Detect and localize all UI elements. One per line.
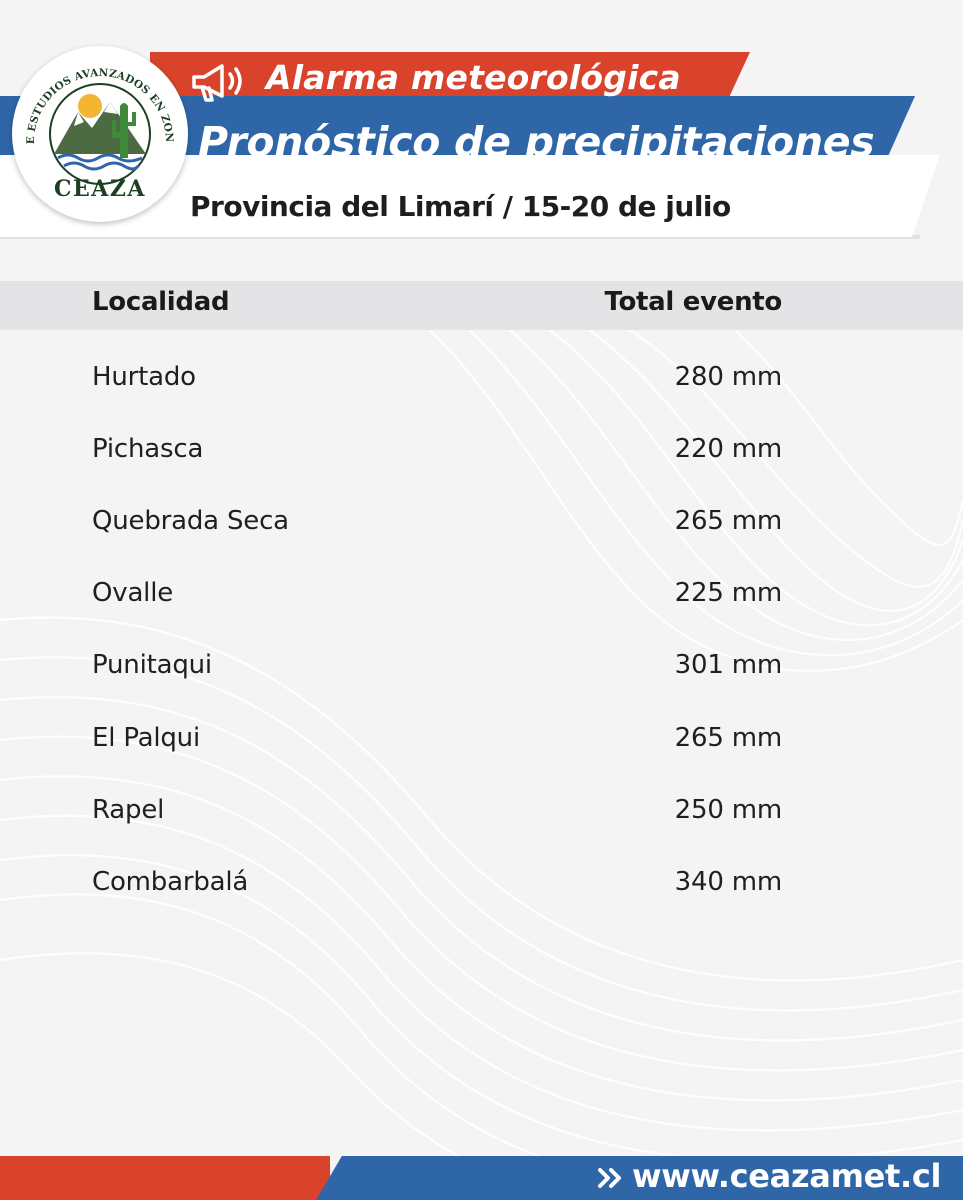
subtitle-banner-shadow bbox=[0, 235, 920, 239]
table-row: Ovalle 225 mm bbox=[0, 578, 963, 618]
ceaza-logo: CENTRO DE ESTUDIOS AVANZADOS EN ZONAS ÁR… bbox=[12, 46, 188, 222]
table-row: Hurtado 280 mm bbox=[0, 362, 963, 402]
alarm-banner bbox=[150, 52, 750, 104]
location-cell: Hurtado bbox=[92, 362, 196, 392]
page-title: Pronóstico de precipitaciones bbox=[198, 118, 875, 166]
footer-blue-bar bbox=[316, 1156, 963, 1200]
footer-red-bar bbox=[0, 1156, 330, 1200]
table-row: El Palqui 265 mm bbox=[0, 723, 963, 763]
total-cell: 250 mm bbox=[674, 795, 783, 825]
column-header-location: Localidad bbox=[92, 287, 230, 317]
double-chevron-right-icon bbox=[598, 1168, 621, 1188]
page-subtitle: Provincia del Limarí / 15-20 de julio bbox=[190, 190, 731, 223]
total-cell: 301 mm bbox=[674, 650, 783, 680]
location-cell: Quebrada Seca bbox=[92, 506, 289, 536]
location-cell: Punitaqui bbox=[92, 650, 212, 680]
table-row: Quebrada Seca 265 mm bbox=[0, 506, 963, 546]
svg-text:CEAZA: CEAZA bbox=[54, 176, 146, 202]
website-link[interactable]: www.ceazamet.cl bbox=[632, 1157, 942, 1195]
total-cell: 280 mm bbox=[674, 362, 783, 392]
location-cell: Combarbalá bbox=[92, 867, 249, 897]
total-cell: 220 mm bbox=[674, 434, 783, 464]
table-row: Combarbalá 340 mm bbox=[0, 867, 963, 907]
column-header-total: Total evento bbox=[604, 287, 783, 317]
total-cell: 265 mm bbox=[674, 723, 783, 753]
table-row: Pichasca 220 mm bbox=[0, 434, 963, 474]
location-cell: Rapel bbox=[92, 795, 165, 825]
megaphone-icon bbox=[192, 64, 242, 102]
total-cell: 225 mm bbox=[674, 578, 783, 608]
location-cell: Ovalle bbox=[92, 578, 174, 608]
table-row: Punitaqui 301 mm bbox=[0, 650, 963, 690]
location-cell: Pichasca bbox=[92, 434, 204, 464]
location-cell: El Palqui bbox=[92, 723, 200, 753]
table-row: Rapel 250 mm bbox=[0, 795, 963, 835]
total-cell: 265 mm bbox=[674, 506, 783, 536]
total-cell: 340 mm bbox=[674, 867, 783, 897]
alarm-title: Alarma meteorológica bbox=[266, 58, 681, 97]
table-header-row bbox=[0, 281, 963, 330]
